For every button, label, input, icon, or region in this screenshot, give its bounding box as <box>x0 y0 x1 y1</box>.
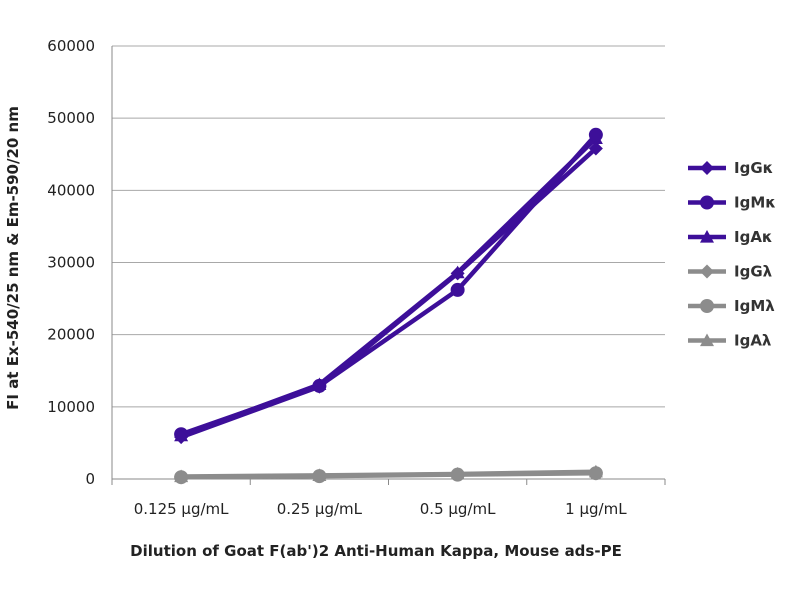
legend-item: IgAκ <box>688 228 773 246</box>
series-0 <box>174 141 603 445</box>
y-tick-label: 10000 <box>47 398 95 416</box>
series-group <box>174 127 603 485</box>
y-tick-label: 40000 <box>47 181 95 199</box>
data-point <box>450 266 465 281</box>
legend-item: IgMκ <box>688 194 776 212</box>
legend-item: IgGλ <box>688 263 773 281</box>
x-axis-title: Dilution of Goat F(ab')2 Anti-Human Kapp… <box>130 542 622 560</box>
gridlines <box>111 45 665 480</box>
y-tick-label: 30000 <box>47 254 95 272</box>
data-point <box>174 430 189 445</box>
data-point <box>174 469 189 484</box>
legend-swatch-marker <box>700 264 714 279</box>
legend-swatch-marker <box>700 195 714 210</box>
data-point <box>588 141 603 156</box>
legend-swatch-marker <box>700 333 714 347</box>
legend-swatch-marker <box>700 230 714 243</box>
series-line <box>180 146 598 440</box>
y-axis-ticks: 0 10000 20000 30000 40000 50000 60000 <box>47 37 95 488</box>
data-point <box>450 282 465 297</box>
series-line <box>181 470 596 480</box>
legend-item: IgAλ <box>688 332 772 350</box>
data-point <box>588 465 603 480</box>
series-1 <box>174 127 603 442</box>
series-2 <box>174 131 603 442</box>
legend-item: IgGκ <box>688 159 773 177</box>
legend-item: IgMλ <box>688 297 775 315</box>
legend-label: IgAλ <box>734 332 772 350</box>
x-tick-label: 0.125 µg/mL <box>134 500 229 518</box>
legend: IgGκ IgMκ IgAκ IgGλ IgMλ IgAλ <box>688 159 776 350</box>
legend-label: IgAκ <box>734 228 773 246</box>
data-point <box>312 379 327 394</box>
y-tick-label: 60000 <box>47 37 95 55</box>
y-tick-label: 0 <box>85 470 95 488</box>
legend-label: IgMλ <box>734 297 775 315</box>
y-tick-label: 50000 <box>47 109 95 127</box>
x-tick-label: 1 µg/mL <box>565 500 627 518</box>
data-point <box>312 468 327 483</box>
legend-swatch-marker <box>700 161 714 175</box>
series-line <box>180 136 598 438</box>
series-line <box>180 133 598 437</box>
legend-swatch-marker <box>700 299 714 313</box>
legend-label: IgGλ <box>734 263 773 281</box>
series-3 <box>174 465 603 484</box>
x-axis-ticks: 0.125 µg/mL 0.25 µg/mL 0.5 µg/mL 1 µg/mL <box>111 479 666 518</box>
y-tick-label: 20000 <box>47 326 95 344</box>
legend-label: IgGκ <box>734 159 773 177</box>
x-tick-label: 0.25 µg/mL <box>277 500 363 518</box>
data-point <box>450 467 465 482</box>
data-point <box>588 127 603 142</box>
y-axis-title: FI at Ex-540/25 nm & Em-590/20 nm <box>4 106 22 410</box>
legend-label: IgMκ <box>734 194 776 212</box>
x-tick-label: 0.5 µg/mL <box>420 500 496 518</box>
